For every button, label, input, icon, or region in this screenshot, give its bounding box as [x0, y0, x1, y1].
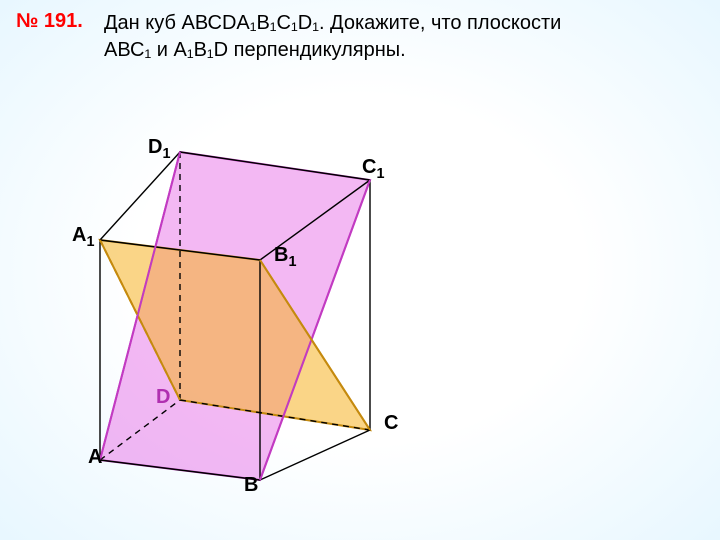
- problem-statement: Дан куб АВСDА₁В₁С₁D₁. Докажите, что плос…: [104, 10, 561, 64]
- label-D1: D1: [148, 136, 170, 162]
- label-D: D: [156, 386, 170, 409]
- label-A: А: [88, 446, 102, 469]
- label-C1: С1: [362, 156, 384, 182]
- label-B: В: [244, 474, 258, 497]
- label-A1: А1: [72, 224, 94, 250]
- label-C: С: [384, 412, 398, 435]
- problem-number: № 191.: [16, 10, 83, 33]
- label-B1: В1: [274, 244, 296, 270]
